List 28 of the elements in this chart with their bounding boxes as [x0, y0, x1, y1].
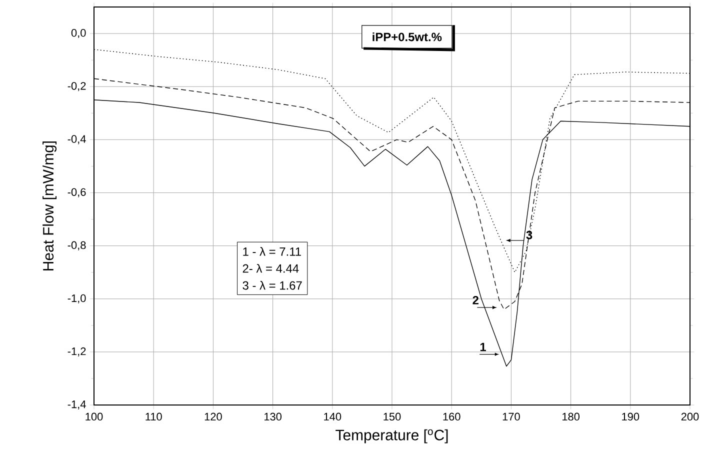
- y-axis-title: Heat Flow [mW/mg]: [42, 141, 57, 270]
- y-tick-label: -0,2: [68, 82, 86, 92]
- annotation: 2: [472, 296, 478, 304]
- annotation: 2- λ = 4.44: [242, 264, 299, 273]
- y-tick-label: -0,6: [68, 188, 86, 198]
- y-tick-label: -1,4: [68, 400, 86, 410]
- annotation: 1 - λ = 7.11: [243, 247, 301, 256]
- annotation: 3 - λ = 1.67: [242, 280, 302, 290]
- x-tick-label: 150: [384, 412, 401, 421]
- y-tick-label: -1,0: [68, 294, 86, 304]
- y-tick-label: -1,2: [68, 347, 86, 356]
- x-tick-label: 120: [204, 412, 222, 421]
- y-tick-label: -0,8: [68, 241, 86, 250]
- y-tick-label: -0,4: [68, 135, 86, 144]
- x-tick-label: 130: [264, 412, 282, 421]
- annotation: 3: [526, 230, 532, 240]
- x-tick-label: 110: [146, 412, 162, 421]
- y-tick-label: 0,0: [71, 29, 86, 38]
- annotation: 1: [480, 342, 486, 352]
- text: iPP+0.5wt.%: [372, 32, 442, 42]
- x-axis-title: Temperature [$^{o}$C]: [336, 429, 448, 444]
- x-tick-label: 100: [86, 412, 103, 421]
- x-tick-label: 200: [681, 412, 699, 421]
- x-tick-label: 160: [443, 412, 460, 421]
- x-tick-label: 170: [502, 412, 520, 421]
- x-tick-label: 190: [622, 412, 640, 421]
- x-tick-label: 180: [562, 412, 580, 421]
- x-tick-label: 140: [324, 412, 342, 421]
